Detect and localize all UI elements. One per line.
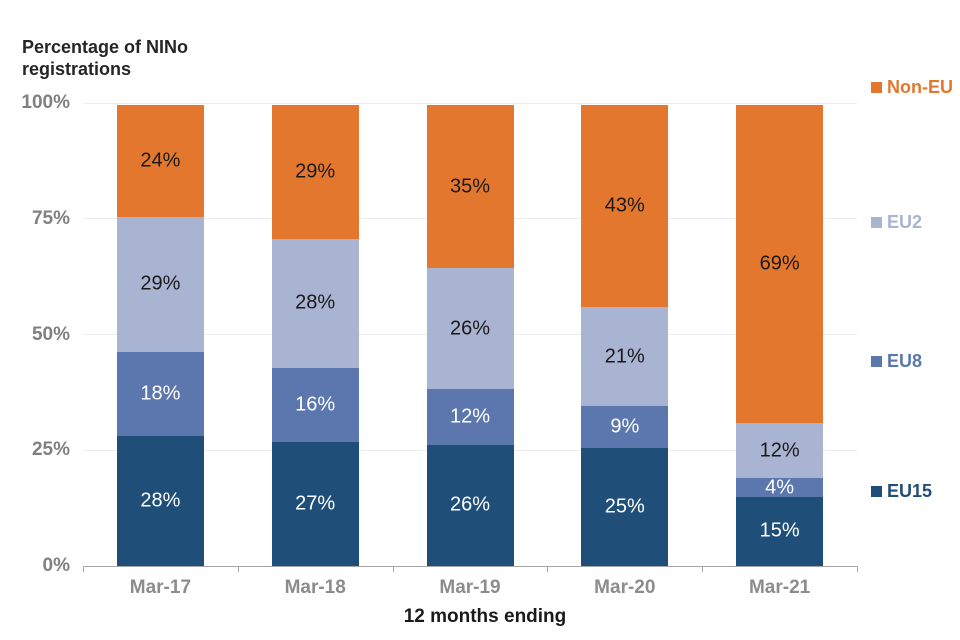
bar-value-label: 12% [449, 405, 491, 428]
legend-item-non-eu: Non-EU [871, 77, 953, 98]
bar-segment-eu2-mar-21: 12% [736, 423, 824, 479]
bar-segment-eu15-mar-20: 25% [581, 448, 669, 566]
legend-item-eu8: EU8 [871, 351, 922, 372]
bar-value-label: 16% [295, 393, 336, 416]
legend-swatch-icon [871, 217, 882, 228]
bar-value-label: 12% [759, 439, 800, 462]
bar-segment-eu2-mar-19: 26% [426, 268, 514, 390]
bar-segment-eu15-mar-19: 26% [426, 445, 514, 566]
chart-title-line2: registrations [22, 59, 132, 79]
bar-segment-non-eu-mar-19: 35% [426, 105, 514, 269]
chart-title: Percentage of NINo registrations [22, 36, 188, 80]
x-axis-title: 12 months ending [403, 606, 567, 627]
bar-segment-eu8-mar-18: 16% [271, 367, 359, 442]
bar-value-label: 29% [295, 160, 336, 183]
bar-value-label: 35% [449, 175, 491, 198]
x-axis-line [83, 566, 857, 567]
bar-segment-non-eu-mar-17: 24% [116, 105, 204, 217]
bar-segment-eu8-mar-20: 9% [581, 406, 669, 449]
bar-value-label: 24% [140, 149, 181, 172]
x-axis-category-label: Mar-20 [594, 577, 656, 598]
legend-label: EU2 [887, 212, 923, 232]
bar-segment-non-eu-mar-21: 69% [736, 105, 824, 424]
x-axis-tick-mark [702, 566, 704, 572]
bar-segment-eu2-mar-18: 28% [271, 238, 359, 368]
x-axis-tick-mark [857, 566, 858, 572]
bar-value-label: 15% [759, 519, 800, 542]
x-axis-tick-mark [392, 566, 394, 572]
legend-item-eu15: EU15 [871, 481, 932, 502]
legend-label: EU15 [887, 481, 933, 501]
y-axis-tick-label: 50% [31, 323, 70, 345]
bar-segment-eu8-mar-19: 12% [426, 389, 514, 445]
bar-value-label: 29% [140, 272, 181, 295]
bar-value-label: 21% [604, 345, 645, 368]
x-axis-tick-mark [237, 566, 239, 572]
gridline-100 [83, 102, 857, 104]
bar-value-label: 26% [449, 493, 491, 516]
legend-item-eu2: EU2 [871, 212, 922, 233]
chart-title-line1: Percentage of NINo [22, 37, 189, 57]
bar-value-label: 69% [759, 252, 800, 275]
bar-segment-eu8-mar-17: 18% [116, 351, 204, 436]
bar-segment-eu15-mar-21: 15% [736, 496, 824, 566]
bar-value-label: 25% [604, 495, 645, 518]
bar-value-label: 28% [140, 489, 181, 512]
x-axis-category-label: Mar-21 [748, 577, 811, 598]
x-axis-tick-mark [83, 566, 84, 572]
bar-value-label: 27% [295, 492, 336, 515]
x-axis-tick-mark [547, 566, 549, 572]
legend-label: EU8 [887, 351, 923, 371]
bar-value-label: 43% [604, 194, 645, 217]
bar-segment-eu15-mar-17: 28% [116, 435, 204, 566]
bar-segment-eu8-mar-21: 4% [736, 476, 824, 499]
legend-swatch-icon [871, 356, 882, 367]
bar-value-label: 18% [140, 382, 181, 405]
bar-segment-eu15-mar-18: 27% [271, 441, 359, 566]
bar-segment-eu2-mar-17: 29% [116, 216, 204, 352]
bar-value-label: 4% [765, 476, 795, 499]
x-axis-category-label: Mar-17 [129, 577, 192, 598]
x-axis-category-label: Mar-18 [284, 577, 346, 598]
y-axis-tick-label: 25% [31, 439, 70, 461]
y-axis-tick-label: 75% [31, 207, 70, 229]
bar-segment-non-eu-mar-18: 29% [271, 105, 359, 239]
y-axis-tick-label: 0% [42, 555, 70, 576]
bar-value-label: 28% [295, 291, 336, 314]
legend-swatch-icon [871, 82, 882, 93]
x-axis-category-label: Mar-19 [439, 577, 501, 598]
legend-label: Non-EU [887, 77, 953, 97]
bar-segment-non-eu-mar-20: 43% [581, 105, 669, 308]
bar-value-label: 26% [449, 317, 491, 340]
bar-value-label: 9% [610, 415, 640, 438]
legend-swatch-icon [871, 486, 882, 497]
bar-segment-eu2-mar-20: 21% [581, 307, 669, 407]
y-axis-tick-label: 100% [21, 92, 70, 113]
